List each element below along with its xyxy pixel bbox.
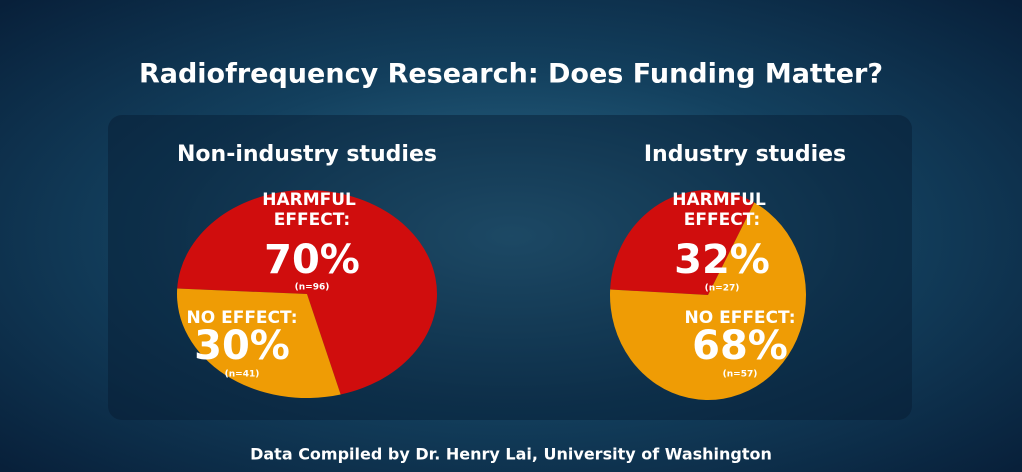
value-label: 70% xyxy=(264,237,360,283)
page: Radiofrequency Research: Does Funding Ma… xyxy=(0,0,1022,472)
count-label: (n=57) xyxy=(723,370,758,380)
title: Radiofrequency Research: Does Funding Ma… xyxy=(139,59,883,90)
pie-title: Industry studies xyxy=(644,142,846,167)
source: Data Compiled by Dr. Henry Lai, Universi… xyxy=(250,445,772,464)
value-label: 32% xyxy=(674,237,770,283)
pie-title: Non-industry studies xyxy=(177,142,437,167)
value-label: 30% xyxy=(194,323,290,369)
slice-label: HARMFUL EFFECT: xyxy=(262,190,362,230)
value-label: 68% xyxy=(692,323,788,369)
slide: Radiofrequency Research: Does Funding Ma… xyxy=(0,0,1022,472)
slice-label: HARMFUL EFFECT: xyxy=(672,190,772,230)
count-label: (n=41) xyxy=(225,370,260,380)
count-label: (n=27) xyxy=(705,284,740,294)
count-label: (n=96) xyxy=(295,283,330,293)
